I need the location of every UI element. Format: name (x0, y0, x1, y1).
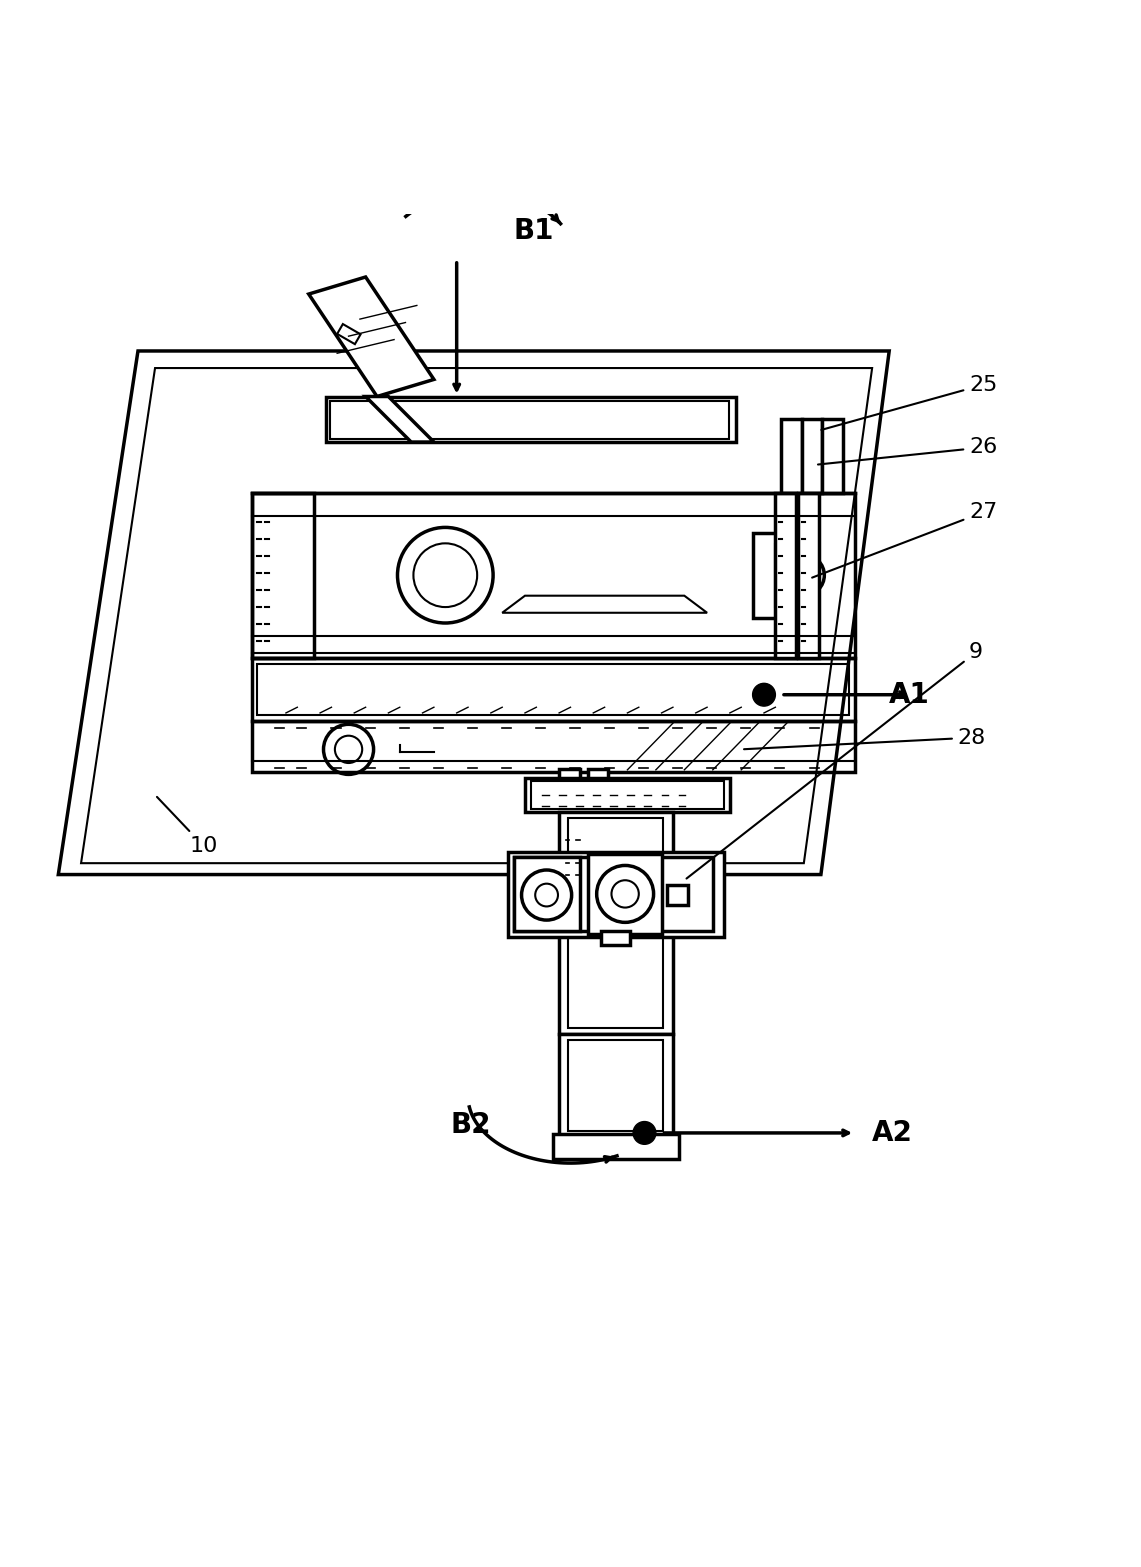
Text: 26: 26 (818, 437, 997, 464)
Bar (326, 396, 736, 442)
Text: B2: B2 (451, 1111, 492, 1139)
Text: 9: 9 (687, 642, 984, 879)
Text: 10: 10 (157, 798, 218, 856)
Bar (776, 494, 796, 658)
Bar (513, 857, 616, 931)
Bar (588, 769, 608, 777)
Bar (588, 854, 662, 934)
Bar (568, 1039, 663, 1131)
Bar (513, 857, 580, 931)
Text: 28: 28 (744, 727, 986, 749)
Bar (252, 494, 855, 658)
Bar (776, 544, 804, 606)
Bar (531, 782, 725, 809)
Bar (822, 420, 842, 494)
Bar (622, 857, 713, 931)
Polygon shape (502, 595, 707, 613)
Bar (601, 931, 630, 945)
Bar (337, 324, 361, 345)
Text: 27: 27 (812, 503, 997, 578)
Text: A1: A1 (889, 680, 930, 708)
Circle shape (753, 683, 776, 707)
Polygon shape (309, 277, 434, 396)
Bar (802, 420, 822, 494)
Bar (252, 658, 855, 721)
Polygon shape (365, 396, 434, 442)
Bar (331, 401, 729, 439)
Bar (525, 777, 730, 812)
Text: 25: 25 (822, 375, 997, 429)
Bar (753, 533, 815, 619)
Bar (559, 1034, 673, 1136)
Bar (559, 769, 580, 777)
Bar (782, 420, 802, 494)
Bar (252, 494, 315, 658)
Circle shape (795, 566, 812, 584)
Circle shape (784, 555, 824, 595)
Text: B1: B1 (513, 218, 555, 246)
Text: A2: A2 (872, 1119, 913, 1147)
Bar (799, 494, 818, 658)
Circle shape (633, 1122, 656, 1144)
Bar (553, 1135, 679, 1160)
Bar (559, 812, 673, 1034)
Bar (252, 721, 855, 773)
Bar (508, 852, 725, 937)
Bar (667, 885, 688, 906)
Bar (568, 818, 663, 1028)
Bar (258, 664, 849, 715)
